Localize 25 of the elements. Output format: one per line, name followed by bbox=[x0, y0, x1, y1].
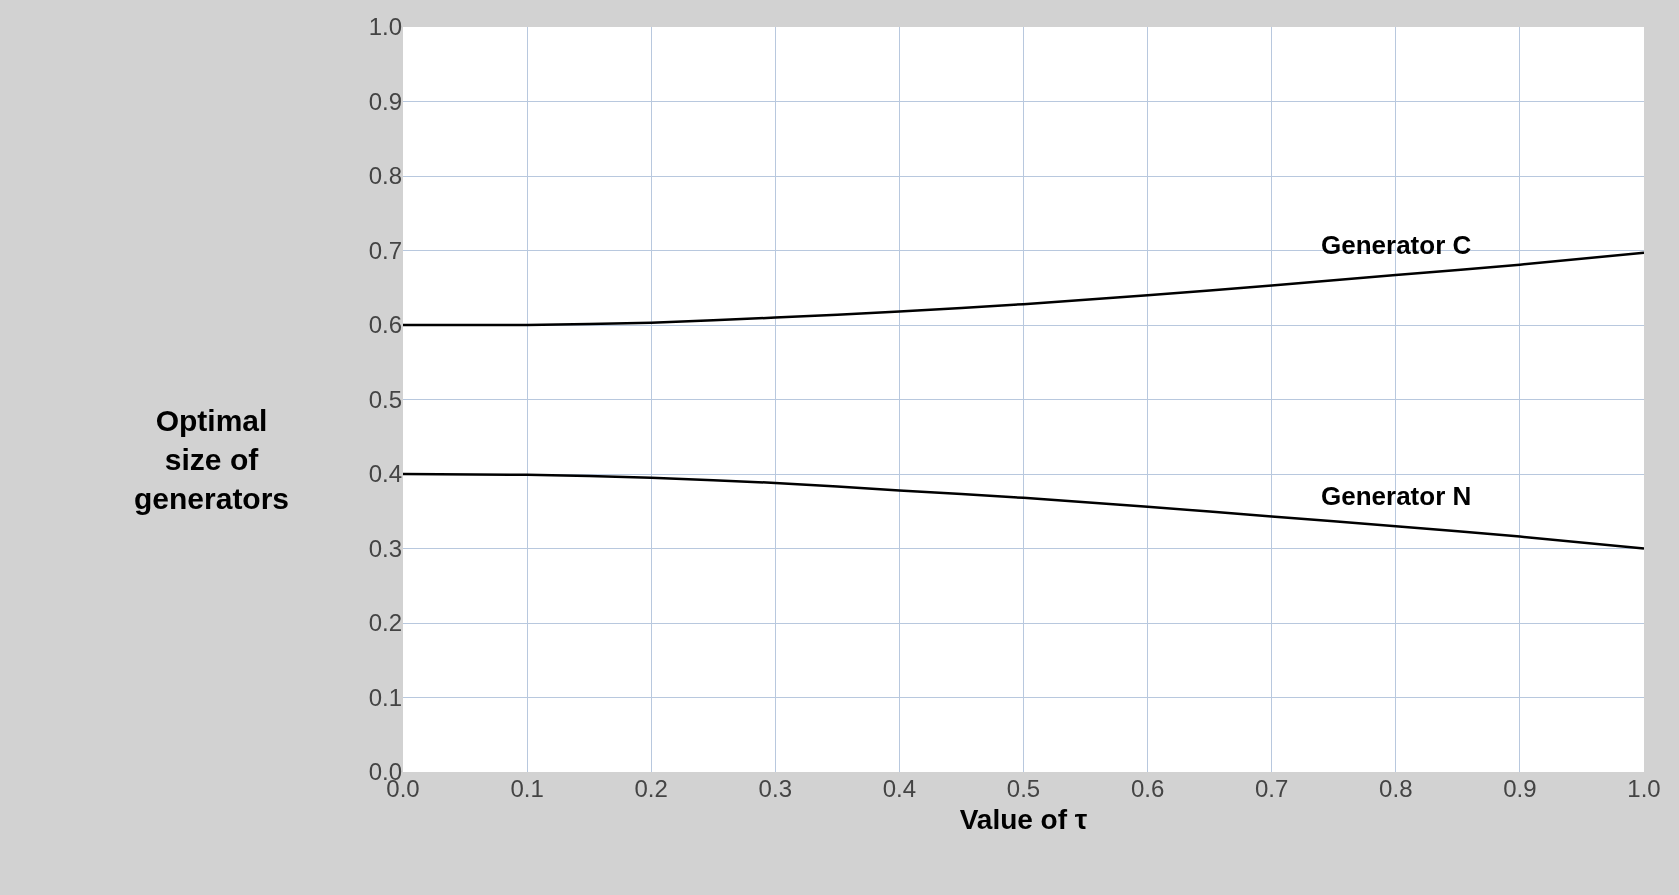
y-tick-label: 0.2 bbox=[368, 609, 402, 637]
x-tick-label: 0.6 bbox=[1130, 775, 1165, 802]
y-tick-label: 0.4 bbox=[368, 460, 402, 488]
x-tick-label: 0.7 bbox=[1255, 775, 1289, 802]
x-tick-label: 0.1 bbox=[510, 775, 544, 802]
x-tick-label: 0.4 bbox=[882, 775, 917, 802]
x-tick-label: 0.9 bbox=[1503, 775, 1537, 802]
y-tick-label: 0.5 bbox=[368, 385, 402, 413]
y-tick-label: 0.8 bbox=[368, 162, 402, 190]
y-tick-label: 0.6 bbox=[368, 311, 402, 339]
y-tick-label: 0.1 bbox=[368, 683, 402, 711]
y-tick-label: 1.0 bbox=[368, 13, 402, 41]
x-tick-label: 1.0 bbox=[1627, 775, 1661, 802]
series-label: Generator C bbox=[1321, 230, 1472, 260]
y-tick-label: 0.9 bbox=[368, 87, 402, 115]
y-axis-title: Optimal size of generators bbox=[134, 404, 290, 515]
x-tick-label: 0.3 bbox=[758, 775, 792, 802]
y-tick-label: 0.3 bbox=[368, 534, 402, 562]
x-axis-title: Value of τ bbox=[959, 804, 1088, 836]
y-tick-label: 0.7 bbox=[368, 236, 402, 264]
line-series bbox=[403, 472, 1644, 550]
x-tick-label: 0.2 bbox=[634, 775, 668, 802]
x-tick-label: 0.5 bbox=[1006, 775, 1041, 802]
x-tick-label: 0.8 bbox=[1379, 775, 1413, 802]
series-label: Generator N bbox=[1321, 481, 1472, 511]
